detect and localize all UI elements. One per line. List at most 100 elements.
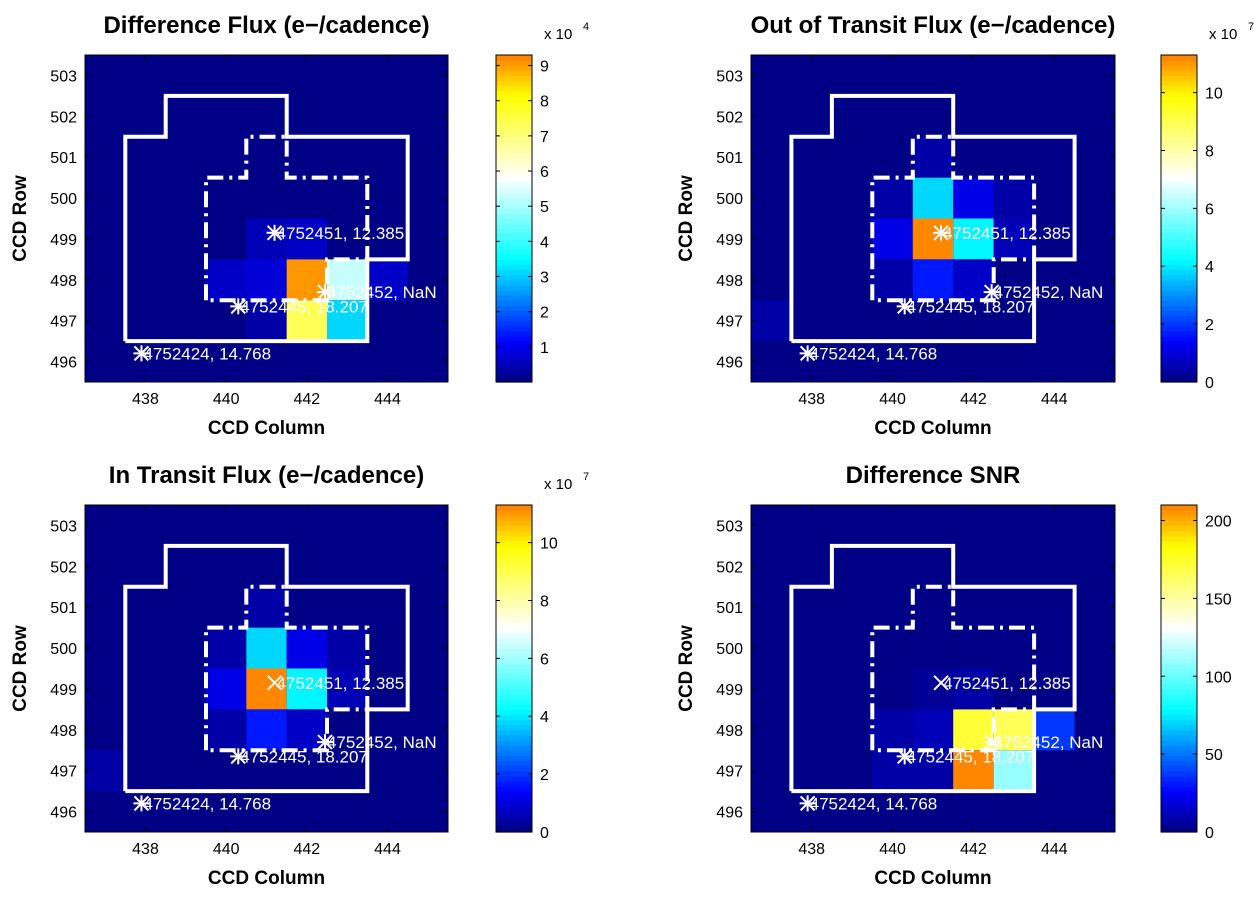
colorbar-segment	[1161, 376, 1197, 383]
x-tick-label: 438	[798, 841, 825, 858]
colorbar-segment	[1161, 187, 1197, 194]
colorbar-segment	[496, 678, 532, 685]
y-tick-label: 503	[716, 518, 743, 535]
colorbar-segment	[1161, 208, 1197, 214]
colorbar-segment	[496, 535, 532, 542]
colorbar-segment	[1161, 704, 1197, 710]
colorbar-segment	[1161, 755, 1197, 762]
colorbar-segment	[496, 100, 532, 107]
x-tick-label: 438	[132, 391, 159, 408]
colorbar-segment	[1161, 586, 1197, 593]
axes-frame	[84, 504, 449, 833]
colorbar-segment	[496, 341, 532, 347]
heatmap-cell	[912, 177, 954, 219]
heatmap-cell	[327, 627, 368, 669]
colorbar-segment	[1161, 653, 1197, 659]
colorbar-segment	[1161, 356, 1197, 363]
y-tick-label: 501	[50, 150, 77, 167]
star-marker	[983, 284, 1000, 301]
colorbar-segment	[496, 622, 532, 629]
x-tick-label: 438	[132, 841, 159, 858]
heatmap-cell	[912, 136, 954, 178]
colorbar-segment	[496, 218, 532, 225]
star-marker	[933, 675, 949, 691]
colorbar-segment	[496, 264, 532, 271]
optimal-aperture-outline	[123, 93, 410, 344]
colorbar-segment	[496, 821, 532, 828]
colorbar-segment	[1161, 663, 1197, 670]
colorbar-segment	[1161, 683, 1197, 690]
colorbar-segment	[1161, 172, 1197, 179]
colorbar-segment	[496, 126, 532, 133]
colorbar-segment	[1161, 750, 1197, 756]
heatmap-cell	[1034, 709, 1075, 751]
star-marker	[799, 345, 816, 362]
heatmap-cell	[286, 668, 327, 710]
colorbar-segment	[1161, 505, 1197, 511]
colorbar-segment	[496, 770, 532, 777]
colorbar-tick-label: 2	[540, 305, 549, 322]
star-label: 4752445, 18.207	[907, 747, 1035, 766]
colorbar-segment	[496, 653, 532, 659]
colorbar-segment	[496, 249, 532, 255]
colorbar-segment	[1161, 612, 1197, 619]
colorbar-segment	[496, 269, 532, 276]
colorbar-segment	[1161, 85, 1197, 92]
star-marker	[266, 224, 283, 241]
colorbar-segment	[1161, 550, 1197, 557]
colorbar-segment	[496, 213, 532, 220]
colorbar-segment	[496, 290, 532, 296]
colorbar-segment	[496, 75, 532, 82]
colorbar-segment	[496, 116, 532, 123]
colorbar-segment	[1161, 192, 1197, 199]
colorbar-segment	[496, 627, 532, 634]
heatmap-cell	[751, 300, 792, 342]
colorbar-segment	[1161, 121, 1197, 128]
colorbar-segment	[496, 330, 532, 337]
colorbar-segment	[1161, 75, 1197, 82]
colorbar-segment	[496, 336, 532, 342]
colorbar-segment	[496, 775, 532, 782]
colorbar-segment	[496, 351, 532, 358]
colorbar-segment	[496, 791, 532, 797]
star-label: 4752424, 14.768	[143, 344, 271, 363]
colorbar-segment	[1161, 561, 1197, 567]
y-tick-label: 499	[50, 232, 77, 249]
colorbar-segment	[496, 60, 532, 66]
y-tick-label: 496	[50, 805, 77, 822]
x-tick-label: 442	[293, 391, 320, 408]
y-tick-label: 503	[50, 518, 77, 535]
x-tick-label: 440	[879, 391, 906, 408]
colorbar-segment	[496, 811, 532, 818]
colorbar-segment	[1161, 249, 1197, 255]
colorbar-segment	[496, 806, 532, 813]
colorbar-segment	[496, 361, 532, 368]
colorbar-tick-label: 9	[540, 59, 549, 76]
x-tick-label: 440	[213, 391, 240, 408]
colorbar-segment	[496, 734, 532, 741]
colorbar: 0 2 4 6 8 10 x 10 7	[495, 471, 589, 842]
star-marker	[799, 795, 816, 812]
y-tick-label: 501	[716, 150, 743, 167]
colorbar-segment	[496, 157, 532, 163]
star-label: 4752452, NaN	[994, 283, 1104, 302]
colorbar-segment	[496, 366, 532, 373]
colorbar-segment	[1161, 254, 1197, 260]
colorbar-segment	[1161, 218, 1197, 225]
colorbar-segment	[1161, 617, 1197, 624]
optimal-aperture-outline	[789, 93, 1077, 344]
y-tick-label: 498	[50, 273, 77, 290]
x-axis-label: CCD Column	[208, 868, 325, 889]
colorbar-segment	[496, 816, 532, 823]
x-tick-label: 444	[1041, 391, 1068, 408]
colorbar-segment	[496, 121, 532, 128]
colorbar-segment	[1161, 694, 1197, 700]
star-marker	[933, 224, 950, 241]
heatmap-cell	[953, 177, 994, 219]
colorbar-segment	[1161, 70, 1197, 77]
colorbar-segment	[496, 95, 532, 102]
colorbar-segment	[496, 581, 532, 588]
colorbar-frame	[1160, 504, 1198, 833]
